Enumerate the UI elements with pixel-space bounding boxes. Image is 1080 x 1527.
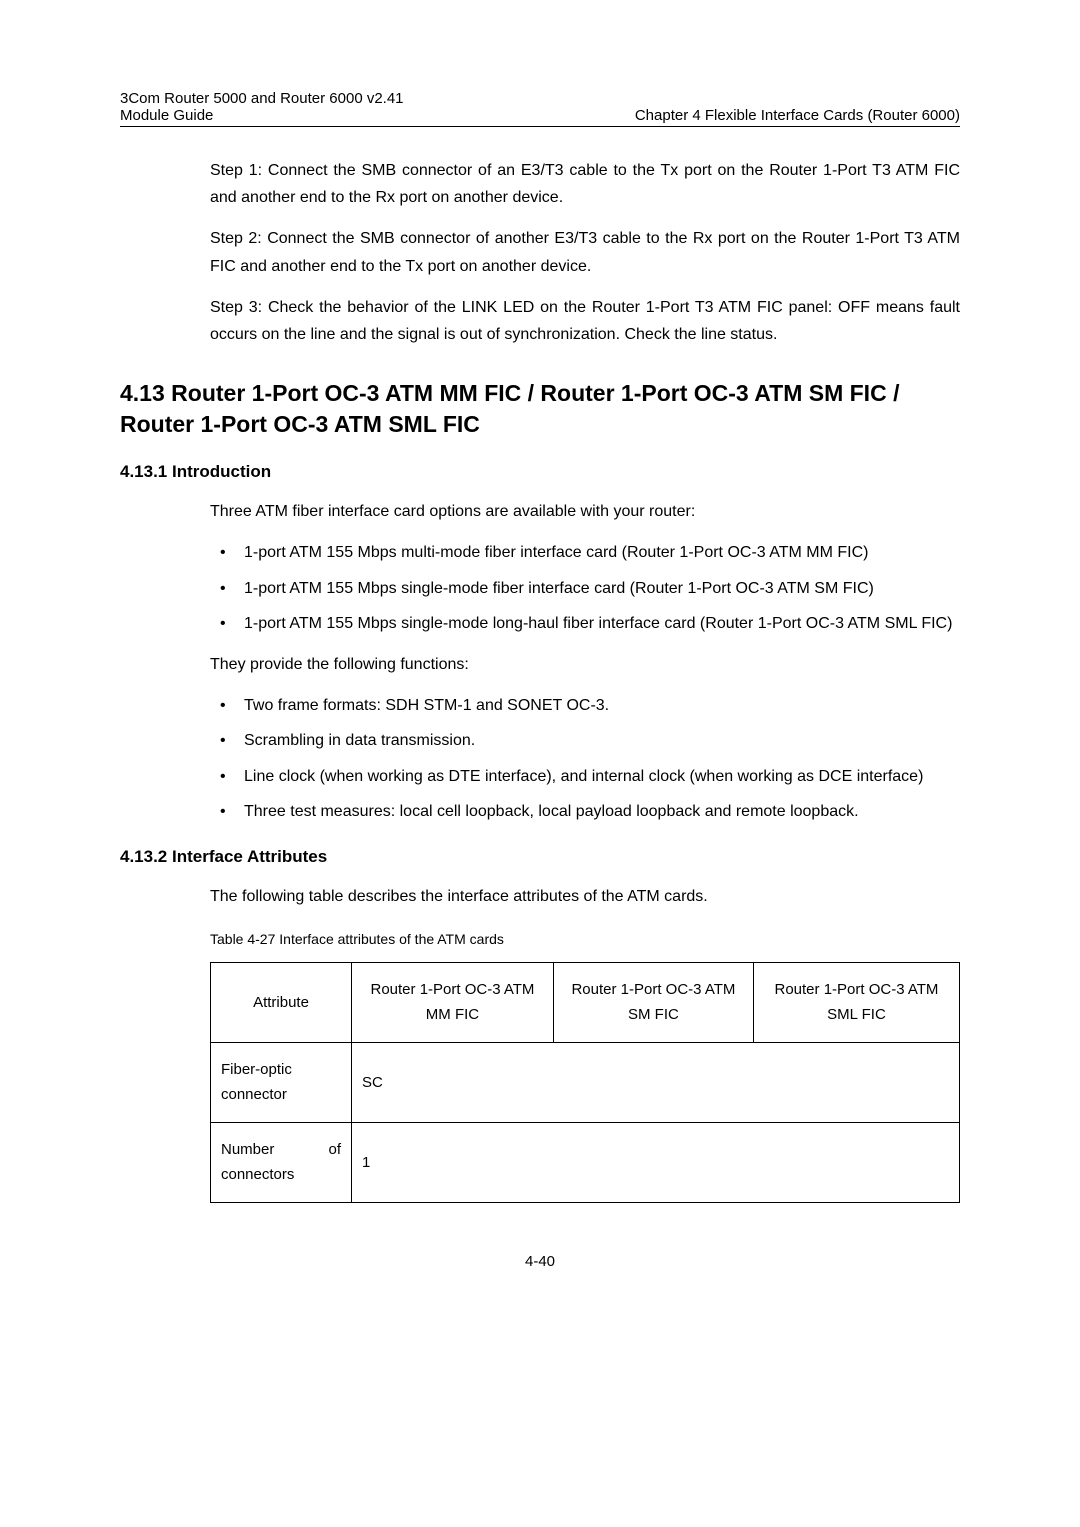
- attributes-block: The following table describes the interf…: [210, 883, 960, 1203]
- list-item: 1-port ATM 155 Mbps multi-mode fiber int…: [210, 539, 960, 566]
- attributes-paragraph: The following table describes the interf…: [210, 883, 960, 910]
- section-4-13-1-title: 4.13.1 Introduction: [120, 462, 960, 482]
- page-number: 4-40: [120, 1253, 960, 1270]
- header-left: 3Com Router 5000 and Router 6000 v2.41 M…: [120, 90, 404, 124]
- row-label: Fiber-optic connector: [211, 1042, 352, 1122]
- list-item: Scrambling in data transmission.: [210, 727, 960, 754]
- col-sml-fic: Router 1-Port OC-3 ATM SML FIC: [753, 962, 959, 1042]
- list-item: 1-port ATM 155 Mbps single-mode long-hau…: [210, 610, 960, 637]
- section-4-13-2-title: 4.13.2 Interface Attributes: [120, 847, 960, 867]
- header-product: 3Com Router 5000 and Router 6000 v2.41: [120, 90, 404, 107]
- table-caption: Table 4-27 Interface attributes of the A…: [210, 928, 960, 952]
- page-header: 3Com Router 5000 and Router 6000 v2.41 M…: [120, 90, 960, 127]
- step-1: Step 1: Connect the SMB connector of an …: [210, 157, 960, 211]
- col-sm-fic: Router 1-Port OC-3 ATM SM FIC: [553, 962, 753, 1042]
- col-attribute: Attribute: [211, 962, 352, 1042]
- list-item: Two frame formats: SDH STM-1 and SONET O…: [210, 692, 960, 719]
- table-row: Number of connectors 1: [211, 1122, 960, 1202]
- header-module: Module Guide: [120, 107, 404, 124]
- list-item: 1-port ATM 155 Mbps single-mode fiber in…: [210, 575, 960, 602]
- section-4-13-title: 4.13 Router 1-Port OC-3 ATM MM FIC / Rou…: [120, 378, 960, 440]
- functions-list: Two frame formats: SDH STM-1 and SONET O…: [210, 692, 960, 825]
- page-container: 3Com Router 5000 and Router 6000 v2.41 M…: [0, 0, 1080, 1527]
- header-right: Chapter 4 Flexible Interface Cards (Rout…: [635, 107, 960, 124]
- functions-paragraph: They provide the following functions:: [210, 651, 960, 678]
- options-list: 1-port ATM 155 Mbps multi-mode fiber int…: [210, 539, 960, 637]
- intro-paragraph: Three ATM fiber interface card options a…: [210, 498, 960, 525]
- attributes-table: Attribute Router 1-Port OC-3 ATM MM FIC …: [210, 962, 960, 1203]
- row-label: Number of connectors: [211, 1122, 352, 1202]
- step-3: Step 3: Check the behavior of the LINK L…: [210, 294, 960, 348]
- col-mm-fic: Router 1-Port OC-3 ATM MM FIC: [352, 962, 554, 1042]
- steps-block: Step 1: Connect the SMB connector of an …: [210, 157, 960, 348]
- table-row: Fiber-optic connector SC: [211, 1042, 960, 1122]
- step-2: Step 2: Connect the SMB connector of ano…: [210, 225, 960, 279]
- intro-block: Three ATM fiber interface card options a…: [210, 498, 960, 825]
- row-value: 1: [352, 1122, 960, 1202]
- list-item: Line clock (when working as DTE interfac…: [210, 763, 960, 790]
- table-header-row: Attribute Router 1-Port OC-3 ATM MM FIC …: [211, 962, 960, 1042]
- list-item: Three test measures: local cell loopback…: [210, 798, 960, 825]
- row-value: SC: [352, 1042, 960, 1122]
